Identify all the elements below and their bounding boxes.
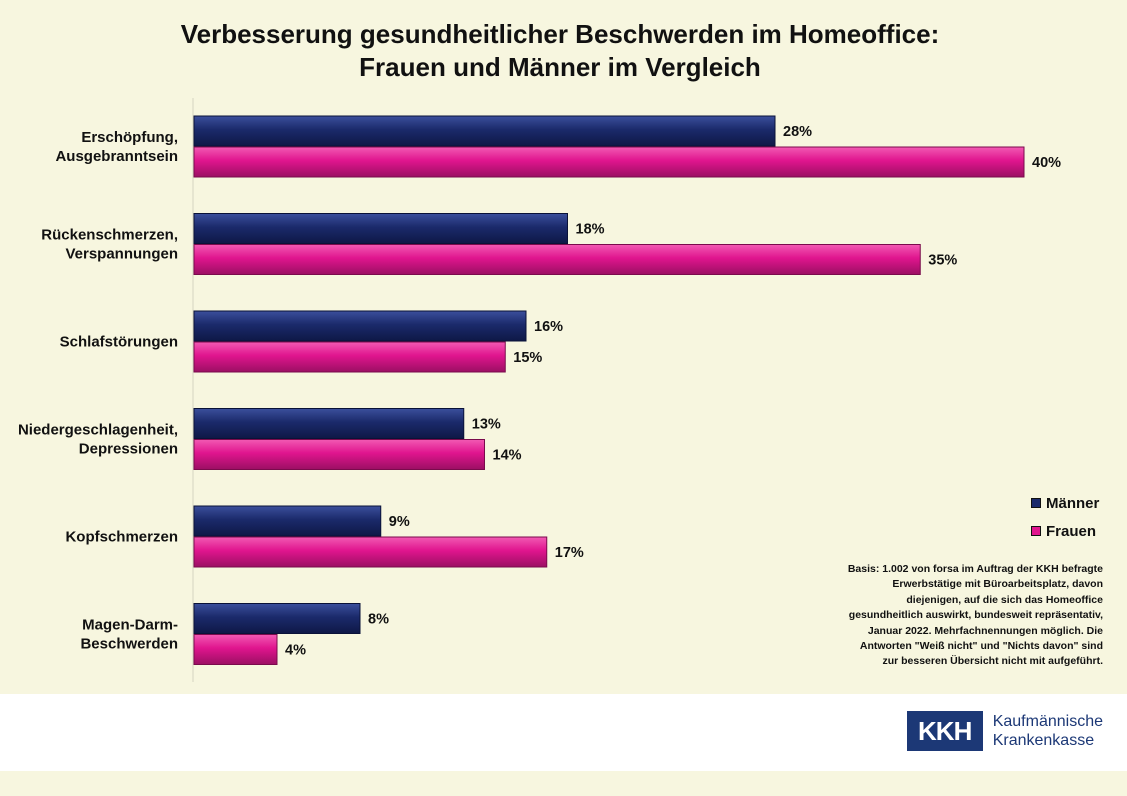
value-label-maenner: 18% [576,222,605,238]
chart-title: Verbesserung gesundheitlicher Beschwerde… [0,18,1120,84]
category-label-line: Ausgebranntsein [55,148,178,165]
value-label-frauen: 35% [928,253,957,269]
bar-frauen [193,244,921,275]
legend: Männer Frauen [1031,489,1099,545]
bar-frauen [193,634,278,665]
legend-item-maenner: Männer [1031,489,1099,517]
source-note-line: Antworten "Weiß nicht" und "Nichts davon… [859,640,1103,653]
bar-frauen [193,146,1025,178]
bar-frauen [193,536,548,568]
value-label-frauen: 15% [513,350,542,366]
value-label-frauen: 40% [1032,155,1061,171]
legend-label-maenner: Männer [1046,494,1100,512]
bars-group [193,115,1025,665]
value-label-frauen: 14% [493,448,522,464]
value-label-maenner: 16% [534,319,563,335]
category-label: Rückenschmerzen, Verspannungen [41,227,178,263]
category-label-line: Rückenschmerzen, [41,227,178,244]
category-label-line: Erschöpfung, [81,129,178,146]
category-label: Magen-Darm- Beschwerden [80,617,178,653]
value-label-maenner: 28% [783,124,812,140]
source-note-line: Basis: 1.002 von forsa im Auftrag der KK… [847,563,1103,575]
bar-frauen [193,341,506,373]
value-label-maenner: 8% [368,612,389,628]
legend-swatch-frauen [1031,526,1041,536]
footer: KKH Kaufmännische Krankenkasse [0,694,1127,771]
value-label-frauen: 4% [285,643,306,659]
kkh-logo-line2: Krankenkasse [992,732,1095,749]
category-label-line: Schlafstörungen [60,334,178,351]
category-label: Niedergeschlagenheit, Depressionen [18,422,178,458]
value-label-frauen: 17% [555,545,584,561]
bar-maenner [193,115,776,147]
category-label-line: Beschwerden [80,636,178,653]
source-note-line: gesundheitlich auswirkt, bundesweit repr… [848,609,1103,622]
bar-chart: 28% 40% Erschöpfung, Ausgebranntsein 18% 35% R… [18,98,1061,682]
bar-maenner [193,213,568,244]
source-note: Basis: 1.002 von forsa im Auftrag der KK… [813,562,1103,670]
kkh-logo-text: Kaufmännische Krankenkasse [993,712,1103,750]
category-label-line: Kopfschmerzen [65,529,178,546]
legend-item-frauen: Frauen [1031,517,1099,545]
source-note-line: zur besseren Übersicht nicht mit aufgefü… [882,655,1103,668]
kkh-logo-mark: KKH [906,711,983,751]
category-label-line: Magen-Darm- [82,617,178,634]
bar-frauen [193,439,485,470]
value-label-maenner: 13% [472,417,501,433]
value-label-maenner: 9% [389,514,410,530]
chart-subtitle: Frauen und Männer im Vergleich [359,52,761,82]
source-note-line: diejenigen, auf die sich das Homeoffice [906,593,1103,606]
labels-group: 28% 40% Erschöpfung, Ausgebranntsein 18% 35% R… [18,124,1061,659]
kkh-logo: KKH Kaufmännische Krankenkasse [906,711,1103,751]
bar-maenner [193,505,382,537]
category-label: Kopfschmerzen [65,529,178,546]
chart-title-line1: Verbesserung gesundheitlicher Beschwerde… [180,19,940,49]
bar-maenner [193,310,527,342]
category-label-line: Depressionen [79,441,178,458]
category-label-line: Niedergeschlagenheit, [18,422,178,439]
category-label: Erschöpfung, Ausgebranntsein [55,129,178,165]
legend-label-frauen: Frauen [1046,522,1097,540]
source-note-line: Januar 2022. Mehrfachnennungen möglich. … [867,624,1103,637]
bar-maenner [193,408,465,439]
category-label: Schlafstörungen [60,334,178,351]
category-label-line: Verspannungen [65,246,178,263]
source-note-line: Erwerbstätige mit Büroarbeitsplatz, davo… [892,578,1103,591]
kkh-logo-line1: Kaufmännische [992,713,1103,730]
legend-swatch-maenner [1031,498,1041,508]
bar-maenner [193,603,361,634]
